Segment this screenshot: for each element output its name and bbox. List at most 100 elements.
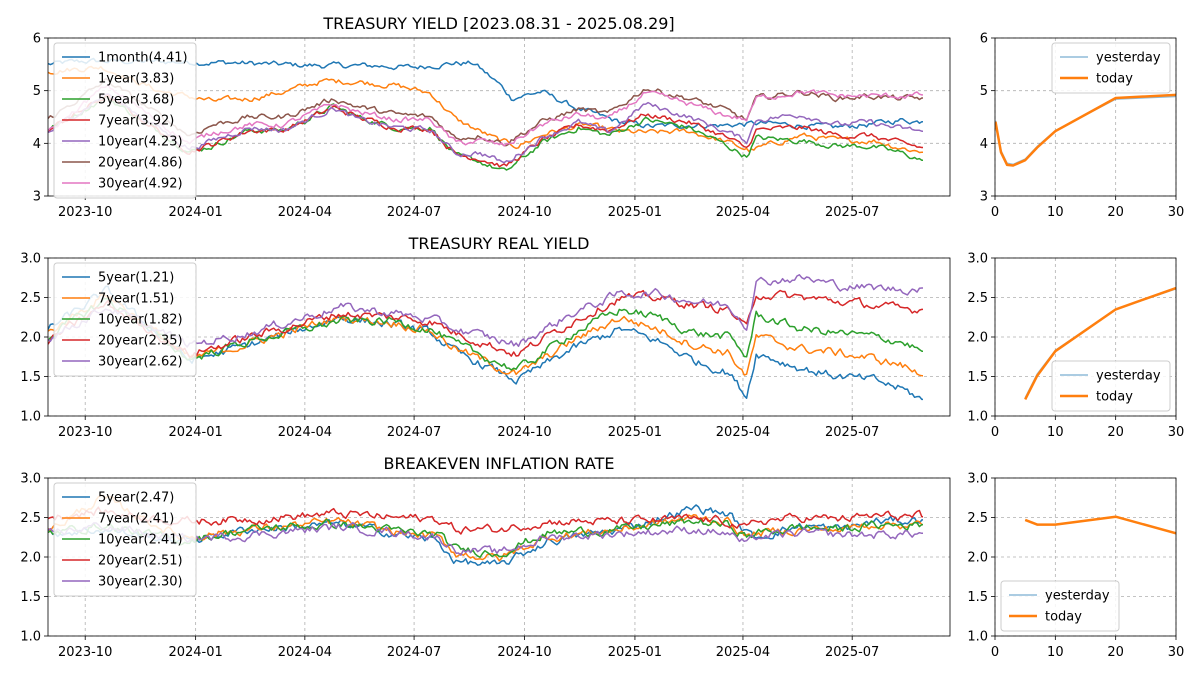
legend: yesterday today [1051,42,1171,94]
x-tick-label: 2025-01 [608,645,662,660]
x-tick-label: 0 [991,425,999,440]
x-tick-label: 2025-07 [825,425,879,440]
legend-label: yesterday [1096,51,1161,66]
legend: 5year(1.21) 7year(1.51) 10year(1.82) 20year… [53,262,197,377]
legend-label: 10year(2.41) [98,533,183,548]
y-tick-label: 5 [33,84,41,99]
legend-label: 5year(2.47) [98,491,174,506]
series-line-today [995,93,1176,167]
y-tick-label: 2.5 [20,291,41,306]
y-tick-label: 2.5 [967,511,988,526]
legend: 5year(2.47) 7year(2.41) 10year(2.41) 20year… [53,482,197,597]
x-tick-label: 2024-01 [168,425,222,440]
x-tick-label: 2024-04 [278,425,332,440]
x-tick-label: 20 [1107,425,1124,440]
legend-box [1000,580,1120,632]
series-group [995,93,1176,167]
x-tick-label: 2025-04 [716,425,770,440]
legend-label: 7year(2.41) [98,512,174,527]
x-tick-label: 30 [1168,425,1185,440]
series-line-today [1024,515,1176,535]
y-tick-label: 2.0 [967,331,988,346]
legend-label: 5year(3.68) [98,93,174,108]
y-tick-label: 6 [980,32,988,47]
y-tick-label: 3.0 [967,252,988,267]
y-tick-label: 2.0 [20,551,41,566]
x-tick-label: 2023-10 [58,425,112,440]
series-line-yesterday [995,95,1176,166]
legend-box [53,42,197,199]
x-tick-label: 2025-04 [716,645,770,660]
axes-frame [994,37,1177,197]
x-tick-label: 10 [1047,425,1064,440]
legend-label: 7year(3.92) [98,114,174,129]
x-tick-label: 0 [991,205,999,220]
x-tick-label: 30 [1168,645,1185,660]
y-tick-label: 3.0 [20,472,41,487]
real-curve-panel: 1.0 1.5 2.0 2.5 3.0 0 10 20 30 yesterday today [967,252,1184,441]
legend: yesterday today [1051,360,1171,412]
x-tick-label: 2024-01 [168,205,222,220]
legend-label: yesterday [1045,589,1110,604]
legend-label: 10year(1.82) [98,313,183,328]
y-tick-label: 1.5 [967,370,988,385]
axes-frame [994,257,1177,417]
legend-label: 1month(4.41) [98,51,188,66]
legend-label: today [1096,390,1133,405]
x-tick-label: 20 [1107,205,1124,220]
y-tick-label: 2.0 [967,551,988,566]
axes-frame [47,37,951,197]
axes-frame [994,477,1177,637]
legend-box [1051,360,1171,412]
x-tick-label: 2025-01 [608,425,662,440]
x-tick-label: 2025-07 [825,205,879,220]
y-tick-label: 1.0 [967,410,988,425]
breakeven-curve-panel: 1.0 1.5 2.0 2.5 3.0 0 10 20 30 yesterday today [967,472,1184,661]
series-group [1024,515,1176,535]
x-tick-label: 2024-04 [278,645,332,660]
x-tick-label: 2025-07 [825,645,879,660]
legend-label: 7year(1.51) [98,292,174,307]
x-tick-label: 0 [991,645,999,660]
y-tick-label: 4 [980,137,988,152]
legend-label: 20year(2.35) [98,334,183,349]
y-tick-label: 2.0 [20,331,41,346]
breakeven-ts-panel: 1.0 1.5 2.0 2.5 3.0 2023-10 2024-01 2024-04 2024… [20,454,951,660]
legend: yesterday today [1000,580,1120,632]
y-tick-label: 5 [980,84,988,99]
legend-box [53,482,197,597]
x-tick-label: 2024-07 [387,645,441,660]
x-tick-label: 2024-10 [497,645,551,660]
nominal-ts-panel: 3 4 5 6 2023-10 2024-01 2024-04 2024-07 2024-10 2… [33,14,951,220]
legend-label: 5year(1.21) [98,271,174,286]
legend-label: today [1096,72,1133,87]
y-tick-label: 2.5 [20,511,41,526]
y-tick-label: 3.0 [967,472,988,487]
y-tick-label: 2.5 [967,291,988,306]
x-tick-label: 2024-10 [497,425,551,440]
x-tick-label: 2025-01 [608,205,662,220]
legend-box [1051,42,1171,94]
x-tick-label: 2024-01 [168,645,222,660]
chart-title: TREASURY REAL YIELD [408,234,590,253]
series-line-today [1024,286,1176,400]
legend-label: today [1045,610,1082,625]
y-tick-label: 1.5 [20,370,41,385]
axes-frame [47,257,951,417]
y-tick-label: 1.0 [20,630,41,645]
y-tick-label: 1.5 [967,590,988,605]
nominal-curve-panel: 3 4 5 6 0 10 20 30 yesterday today [980,32,1185,221]
x-tick-label: 30 [1168,205,1185,220]
x-tick-label: 2023-10 [58,205,112,220]
x-tick-label: 10 [1047,205,1064,220]
legend-label: 30year(4.92) [98,177,183,192]
y-tick-label: 4 [33,137,41,152]
legend-label: 1year(3.83) [98,72,174,87]
legend-label: 30year(2.30) [98,575,183,590]
real-ts-panel: 1.0 1.5 2.0 2.5 3.0 2023-10 2024-01 2024-04 2024… [20,234,951,440]
y-tick-label: 3 [33,190,41,205]
legend-label: 20year(2.51) [98,554,183,569]
x-tick-label: 2024-04 [278,205,332,220]
